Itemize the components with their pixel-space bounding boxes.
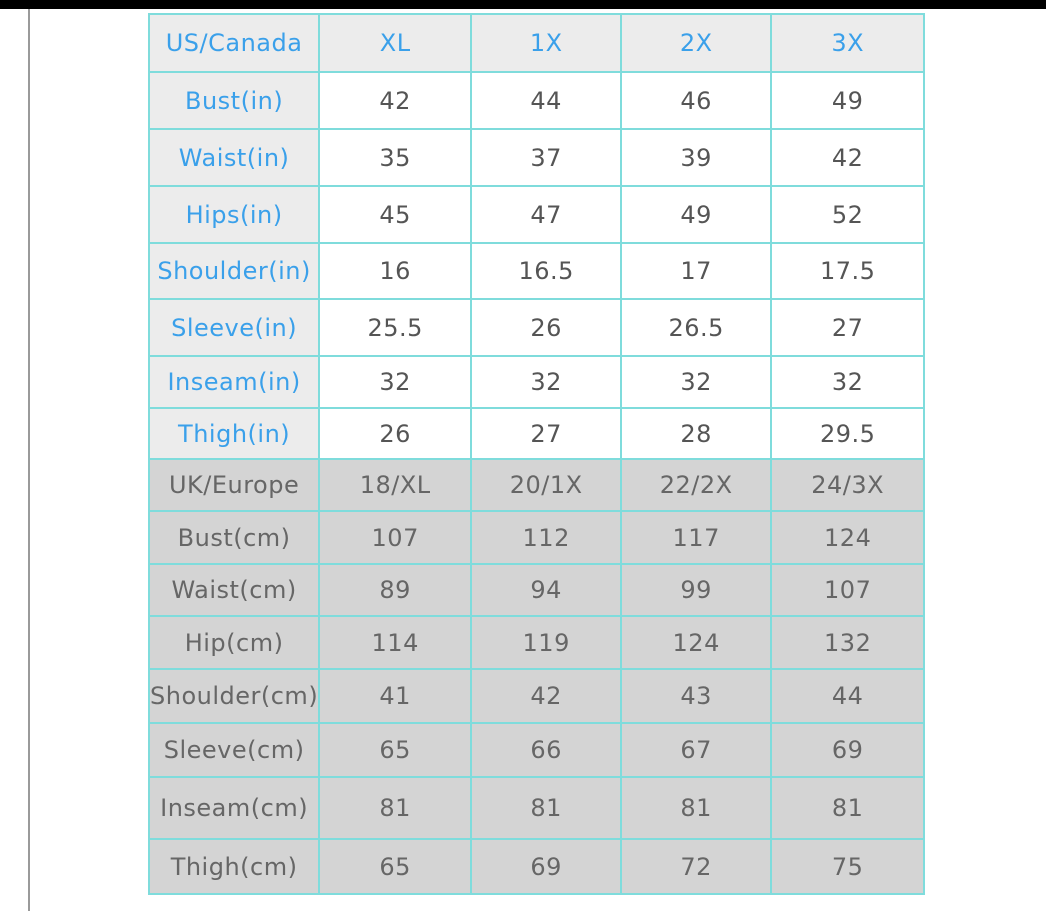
size-value: 65	[318, 722, 473, 778]
size-value: 49	[620, 185, 773, 244]
size-value: 41	[318, 668, 473, 724]
size-value: 65	[318, 838, 473, 895]
size-value: 32	[620, 355, 773, 409]
size-value: 42	[318, 71, 473, 130]
size-value: 81	[318, 776, 473, 840]
uk-measure-row: Sleeve(cm) 65 66 67 69	[147, 722, 926, 778]
size-value: 26	[470, 298, 623, 357]
size-value: 81	[620, 776, 773, 840]
us-header-row: US/Canada XL 1X 2X 3X	[147, 13, 926, 73]
size-value: 32	[770, 355, 926, 409]
row-label: Shoulder(in)	[147, 242, 321, 300]
size-value: 42	[770, 128, 926, 187]
us-measure-row: Sleeve(in) 25.5 26 26.5 27	[147, 298, 926, 357]
row-label: UK/Europe	[147, 458, 321, 512]
top-bar	[0, 0, 1046, 9]
size-value: 44	[770, 668, 926, 724]
size-value: 99	[620, 563, 773, 617]
size-value: 25.5	[318, 298, 473, 357]
size-value: 28	[620, 407, 773, 460]
size-value: 69	[770, 722, 926, 778]
row-label: Inseam(cm)	[147, 776, 321, 840]
size-value: 66	[470, 722, 623, 778]
size-value: 35	[318, 128, 473, 187]
size-value: 119	[470, 615, 623, 670]
us-measure-row: Waist(in) 35 37 39 42	[147, 128, 926, 187]
uk-measure-row: Hip(cm) 114 119 124 132	[147, 615, 926, 670]
size-value: 75	[770, 838, 926, 895]
size-value: 16.5	[470, 242, 623, 300]
size-value: 17.5	[770, 242, 926, 300]
size-value: 89	[318, 563, 473, 617]
size-value: XL	[318, 13, 473, 73]
size-value: 114	[318, 615, 473, 670]
size-value: 45	[318, 185, 473, 244]
size-value: 124	[620, 615, 773, 670]
row-label: Hips(in)	[147, 185, 321, 244]
row-label: Hip(cm)	[147, 615, 321, 670]
row-label: Thigh(cm)	[147, 838, 321, 895]
size-value: 49	[770, 71, 926, 130]
size-value: 20/1X	[470, 458, 623, 512]
size-value: 18/XL	[318, 458, 473, 512]
uk-header-row: UK/Europe 18/XL 20/1X 22/2X 24/3X	[147, 458, 926, 512]
size-value: 17	[620, 242, 773, 300]
row-label: Bust(cm)	[147, 510, 321, 565]
size-value: 39	[620, 128, 773, 187]
size-value: 42	[470, 668, 623, 724]
size-value: 1X	[470, 13, 623, 73]
size-value: 47	[470, 185, 623, 244]
size-value: 132	[770, 615, 926, 670]
size-value: 3X	[770, 13, 926, 73]
size-value: 44	[470, 71, 623, 130]
us-measure-row: Bust(in) 42 44 46 49	[147, 71, 926, 130]
size-value: 81	[470, 776, 623, 840]
row-label: Waist(in)	[147, 128, 321, 187]
size-value: 81	[770, 776, 926, 840]
size-value: 32	[318, 355, 473, 409]
row-label: Shoulder(cm)	[147, 668, 321, 724]
row-label: Bust(in)	[147, 71, 321, 130]
size-value: 72	[620, 838, 773, 895]
size-value: 94	[470, 563, 623, 617]
size-value: 46	[620, 71, 773, 130]
size-value: 37	[470, 128, 623, 187]
size-value: 22/2X	[620, 458, 773, 512]
uk-measure-row: Shoulder(cm) 41 42 43 44	[147, 668, 926, 724]
us-measure-row: Shoulder(in) 16 16.5 17 17.5	[147, 242, 926, 300]
row-label: Sleeve(cm)	[147, 722, 321, 778]
size-value: 69	[470, 838, 623, 895]
uk-measure-row: Waist(cm) 89 94 99 107	[147, 563, 926, 617]
left-divider	[28, 9, 30, 911]
uk-measure-row: Thigh(cm) 65 69 72 75	[147, 838, 926, 895]
size-value: 24/3X	[770, 458, 926, 512]
us-measure-row: Thigh(in) 26 27 28 29.5	[147, 407, 926, 460]
us-measure-row: Inseam(in) 32 32 32 32	[147, 355, 926, 409]
size-value: 107	[318, 510, 473, 565]
us-measure-row: Hips(in) 45 47 49 52	[147, 185, 926, 244]
row-label: Thigh(in)	[147, 407, 321, 460]
size-value: 52	[770, 185, 926, 244]
uk-measure-row: Bust(cm) 107 112 117 124	[147, 510, 926, 565]
size-value: 32	[470, 355, 623, 409]
size-value: 107	[770, 563, 926, 617]
size-value: 27	[770, 298, 926, 357]
size-value: 2X	[620, 13, 773, 73]
size-value: 124	[770, 510, 926, 565]
size-value: 16	[318, 242, 473, 300]
size-value: 43	[620, 668, 773, 724]
size-chart-table: US/Canada XL 1X 2X 3X Bust(in) 42 44 46 49 Waist(i…	[147, 13, 926, 895]
size-value: 29.5	[770, 407, 926, 460]
row-label: Waist(cm)	[147, 563, 321, 617]
size-value: 117	[620, 510, 773, 565]
size-value: 26.5	[620, 298, 773, 357]
row-label: US/Canada	[147, 13, 321, 73]
size-value: 26	[318, 407, 473, 460]
row-label: Sleeve(in)	[147, 298, 321, 357]
size-value: 27	[470, 407, 623, 460]
size-value: 67	[620, 722, 773, 778]
uk-measure-row: Inseam(cm) 81 81 81 81	[147, 776, 926, 840]
size-value: 112	[470, 510, 623, 565]
row-label: Inseam(in)	[147, 355, 321, 409]
